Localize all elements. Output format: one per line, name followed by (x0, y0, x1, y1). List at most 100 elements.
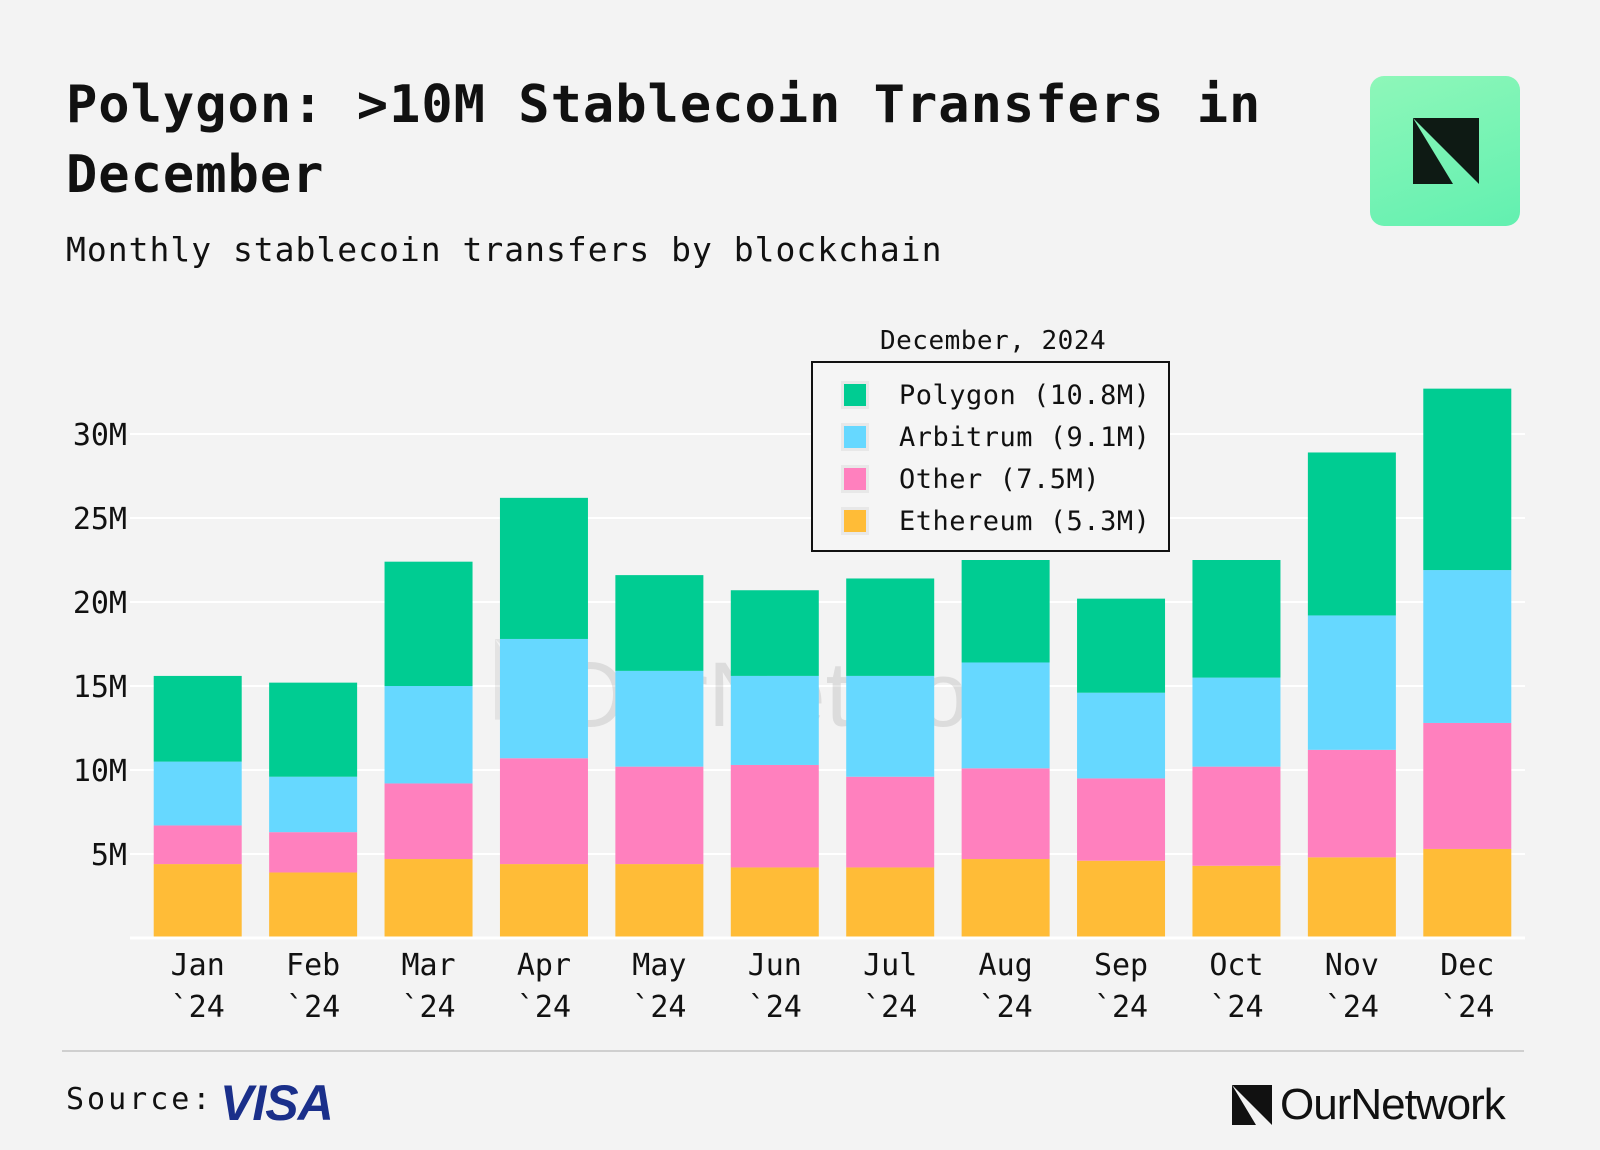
bar-segment-arbitrum (153, 761, 242, 826)
bar-segment-polygon (846, 578, 935, 676)
legend-item-polygon: Polygon (10.8M) (841, 377, 1150, 413)
bar-segment-other (269, 832, 358, 873)
x-tick-year-label: `24 (171, 990, 225, 1025)
bar-segment-arbitrum (1192, 677, 1281, 767)
bar-segment-ethereum (384, 859, 473, 938)
bar-segment-other (384, 783, 473, 860)
legend-swatch-polygon (841, 381, 869, 409)
x-tick-label: May (632, 948, 686, 983)
bar-segment-polygon (961, 560, 1050, 663)
bar-segment-ethereum (730, 867, 819, 938)
bar-segment-other (153, 825, 242, 865)
bar-segment-arbitrum (269, 776, 358, 833)
stacked-bar-chart: 5M10M15M20M25M30MOurNetworkJan`24Feb`24M… (73, 388, 1525, 1025)
chart-subtitle: Monthly stablecoin transfers by blockcha… (66, 230, 943, 269)
legend-title: December, 2024 (880, 326, 1107, 356)
legend-swatch-ethereum (841, 507, 869, 535)
x-tick-year-label: `24 (1440, 990, 1494, 1025)
x-tick-label: Feb (286, 948, 340, 983)
x-tick-label: Sep (1094, 948, 1148, 983)
chart-legend: Polygon (10.8M) Arbitrum (9.1M) Other (7… (811, 361, 1170, 552)
bar-segment-other (1423, 722, 1512, 849)
x-tick-year-label: `24 (979, 990, 1033, 1025)
bar-segment-arbitrum (730, 675, 819, 765)
bar-segment-other (730, 764, 819, 868)
bar-segment-ethereum (1077, 860, 1166, 938)
legend-swatch-other (841, 465, 869, 493)
chart-title: Polygon: >10M Stablecoin Transfers in De… (66, 75, 1262, 205)
bar-segment-arbitrum (615, 670, 704, 767)
bar-segment-ethereum (153, 864, 242, 938)
bar-segment-arbitrum (499, 638, 588, 759)
bar-segment-arbitrum (1077, 692, 1166, 779)
x-tick-year-label: `24 (517, 990, 571, 1025)
x-tick-year-label: `24 (1094, 990, 1148, 1025)
bar-segment-polygon (1192, 560, 1281, 678)
x-tick-label: Jun (748, 948, 802, 983)
x-tick-year-label: `24 (401, 990, 455, 1025)
legend-label-arbitrum: Arbitrum (9.1M) (899, 421, 1151, 453)
bar-segment-polygon (153, 675, 242, 762)
bar-segment-polygon (1077, 598, 1166, 693)
bar-segment-polygon (499, 497, 588, 639)
y-tick-label: 15M (73, 670, 127, 705)
x-tick-label: Dec (1440, 948, 1494, 983)
x-tick-label: Jul (863, 948, 917, 983)
x-tick-year-label: `24 (1209, 990, 1263, 1025)
bar-segment-ethereum (846, 867, 935, 938)
bar-segment-other (1077, 778, 1166, 861)
x-tick-year-label: `24 (632, 990, 686, 1025)
x-tick-year-label: `24 (1325, 990, 1379, 1025)
x-tick-label: Oct (1209, 948, 1263, 983)
bar-segment-other (615, 766, 704, 865)
bar-segment-arbitrum (961, 662, 1050, 769)
bar-segment-ethereum (615, 864, 704, 938)
legend-swatch-arbitrum (841, 423, 869, 451)
ournetwork-brand: OurNetwork (1232, 1080, 1506, 1130)
x-tick-label: Nov (1325, 948, 1379, 983)
x-tick-year-label: `24 (286, 990, 340, 1025)
legend-item-other: Other (7.5M) (841, 461, 1100, 497)
y-tick-label: 5M (91, 838, 127, 873)
legend-item-arbitrum: Arbitrum (9.1M) (841, 419, 1150, 455)
y-tick-label: 10M (73, 754, 127, 789)
visa-logo: VISA (220, 1075, 334, 1131)
x-tick-label: Mar (401, 948, 455, 983)
bar-segment-polygon (1307, 452, 1396, 616)
source-label: Source: (66, 1082, 214, 1117)
bar-segment-ethereum (1192, 865, 1281, 938)
y-tick-label: 20M (73, 586, 127, 621)
bar-segment-other (499, 758, 588, 865)
brand-name: OurNetwork (1280, 1080, 1506, 1129)
x-tick-label: Aug (979, 948, 1033, 983)
bar-segment-polygon (269, 682, 358, 777)
bar-segment-arbitrum (1423, 570, 1512, 723)
x-tick-label: Jan (171, 948, 225, 983)
ournetwork-mark-icon (1232, 1085, 1272, 1125)
footer-divider (62, 1050, 1524, 1052)
bar-segment-ethereum (269, 872, 358, 938)
bar-segment-polygon (730, 590, 819, 676)
bar-segment-other (1307, 749, 1396, 858)
bar-segment-ethereum (961, 859, 1050, 938)
legend-label-other: Other (7.5M) (899, 463, 1101, 495)
bar-segment-other (1192, 766, 1281, 866)
bar-segment-ethereum (1423, 848, 1512, 938)
bar-segment-ethereum (1307, 857, 1396, 938)
bar-segment-polygon (384, 561, 473, 686)
bar-segment-arbitrum (384, 686, 473, 784)
x-tick-year-label: `24 (748, 990, 802, 1025)
x-tick-label: Apr (517, 948, 571, 983)
legend-label-polygon: Polygon (10.8M) (899, 379, 1151, 411)
bar-segment-arbitrum (846, 675, 935, 777)
bar-segment-other (846, 776, 935, 868)
y-tick-label: 25M (73, 502, 127, 537)
y-tick-label: 30M (73, 418, 127, 453)
bar-segment-other (961, 768, 1050, 860)
legend-label-ethereum: Ethereum (5.3M) (899, 505, 1151, 537)
ournetwork-logo-icon (1370, 76, 1520, 226)
legend-item-ethereum: Ethereum (5.3M) (841, 503, 1150, 539)
bar-segment-polygon (1423, 388, 1512, 571)
bar-segment-polygon (615, 575, 704, 671)
bar-segment-arbitrum (1307, 615, 1396, 750)
